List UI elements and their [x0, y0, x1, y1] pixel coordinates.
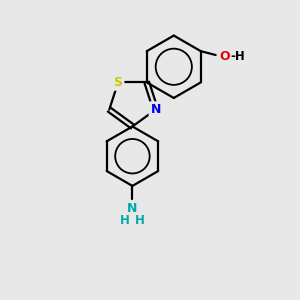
Text: N: N [150, 103, 161, 116]
Text: N: N [127, 202, 138, 215]
Text: H: H [135, 214, 145, 226]
Text: H: H [120, 214, 130, 226]
Text: -H: -H [230, 50, 245, 63]
Text: O: O [219, 50, 230, 63]
Text: S: S [114, 76, 123, 89]
